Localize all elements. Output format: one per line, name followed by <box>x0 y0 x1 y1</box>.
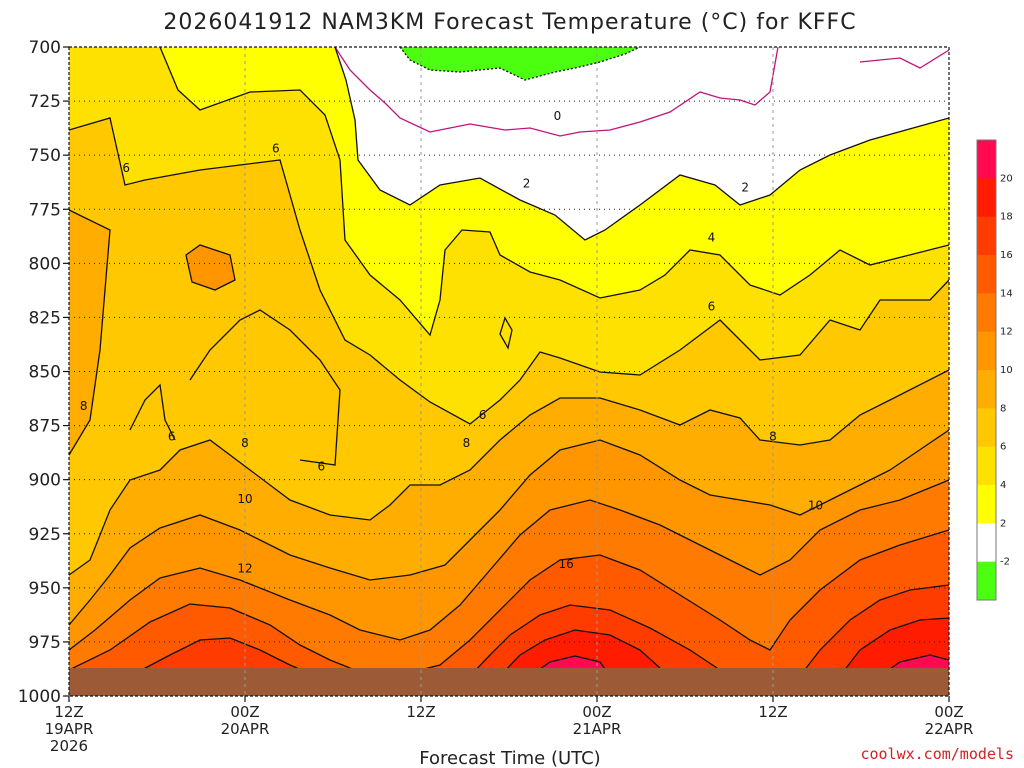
contour-label: 6 <box>122 161 130 175</box>
y-tick-label: 700 <box>29 38 61 58</box>
contour-label: 8 <box>241 436 249 450</box>
contour-label: 8 <box>80 399 88 413</box>
x-tick-label: 20APR <box>221 720 270 738</box>
x-tick-label: 00Z <box>934 703 963 721</box>
contour-label: 10 <box>808 499 823 513</box>
contour-label: 10 <box>237 492 252 506</box>
colorbar-tick-label: 18 <box>1000 212 1013 223</box>
colorbar-segment <box>977 446 996 486</box>
contour-label: 4 <box>708 230 716 244</box>
colorbar-tick-label: 8 <box>1000 403 1006 414</box>
colorbar-segment <box>977 485 996 524</box>
x-tick-label: 19APR <box>45 720 94 738</box>
colorbar-segment <box>977 140 996 179</box>
chart-title: 2026041912 NAM3KM Forecast Temperature (… <box>163 10 856 35</box>
contour-label: 12 <box>237 561 252 575</box>
colorbar-segment <box>977 408 996 448</box>
y-tick-label: 825 <box>29 308 61 328</box>
colorbar-segment <box>977 178 996 218</box>
colorbar-tick-label: -2 <box>1000 557 1010 568</box>
contour-label: 6 <box>479 408 487 422</box>
y-axis: 700 725 750 775 800 825 850 875 900 925 950 975 1000 <box>18 38 69 707</box>
ground-terrain <box>69 668 949 696</box>
colorbar-frame <box>976 139 997 601</box>
fill-18-20 <box>500 618 949 678</box>
x-tick-label: 00Z <box>582 703 611 721</box>
x-tick-label: 12Z <box>406 703 435 721</box>
colorbar-tick-label: 4 <box>1000 480 1006 491</box>
y-tick-label: 775 <box>29 200 61 220</box>
contour-label: 6 <box>168 429 176 443</box>
colorbar-tick-label: 12 <box>1000 327 1013 338</box>
y-tick-label: 850 <box>29 363 61 383</box>
colorbar-segment <box>977 293 996 333</box>
colorbar-segment <box>977 523 996 563</box>
contour-label: 6 <box>708 300 716 314</box>
x-tick-label: 21APR <box>573 720 622 738</box>
contour-label: 6 <box>272 142 280 156</box>
x-tick-label: 00Z <box>230 703 259 721</box>
y-tick-label: 975 <box>29 633 61 653</box>
colorbar: 20 18 16 14 12 10 8 6 4 2 -2 <box>976 139 1013 601</box>
plot-frame <box>68 46 950 697</box>
y-tick-label: 950 <box>29 579 61 599</box>
x-tick-label: 2026 <box>50 737 88 755</box>
colorbar-tick-label: 14 <box>1000 288 1013 299</box>
fill-16-18 <box>130 585 949 678</box>
y-tick-label: 875 <box>29 417 61 437</box>
contour-label: 2 <box>741 181 749 195</box>
y-tick-label: 925 <box>29 525 61 545</box>
y-tick-label: 800 <box>29 254 61 274</box>
contour-label: 2 <box>523 176 531 190</box>
colorbar-tick-label: 16 <box>1000 250 1013 261</box>
colorbar-tick-label: 2 <box>1000 518 1006 529</box>
contour-label: 6 <box>317 460 325 474</box>
colorbar-segment <box>977 561 996 601</box>
y-tick-label: 725 <box>29 92 61 112</box>
x-axis-label: Forecast Time (UTC) <box>419 748 600 768</box>
colorbar-tick-label: 10 <box>1000 365 1013 376</box>
plot-area <box>69 47 949 696</box>
contour-label: 8 <box>769 429 777 443</box>
fill-14-16 <box>69 530 949 696</box>
colorbar-tick-label: 20 <box>1000 173 1013 184</box>
y-tick-label: 1000 <box>18 687 61 707</box>
contour-label: 16 <box>559 557 574 571</box>
colorbar-segment <box>977 216 996 256</box>
colorbar-segment <box>977 331 996 371</box>
x-tick-label: 12Z <box>54 703 83 721</box>
contour-label: 8 <box>463 436 471 450</box>
credit-link[interactable]: coolwx.com/models <box>860 745 1014 763</box>
y-tick-label: 750 <box>29 146 61 166</box>
grid-lines <box>69 47 949 696</box>
x-tick-label: 22APR <box>925 720 974 738</box>
colorbar-segment <box>977 255 996 294</box>
contour-label: 0 <box>554 109 562 123</box>
x-tick-label: 12Z <box>758 703 787 721</box>
colorbar-tick-label: 6 <box>1000 442 1006 453</box>
colorbar-segment <box>977 370 996 409</box>
y-tick-label: 900 <box>29 471 61 491</box>
